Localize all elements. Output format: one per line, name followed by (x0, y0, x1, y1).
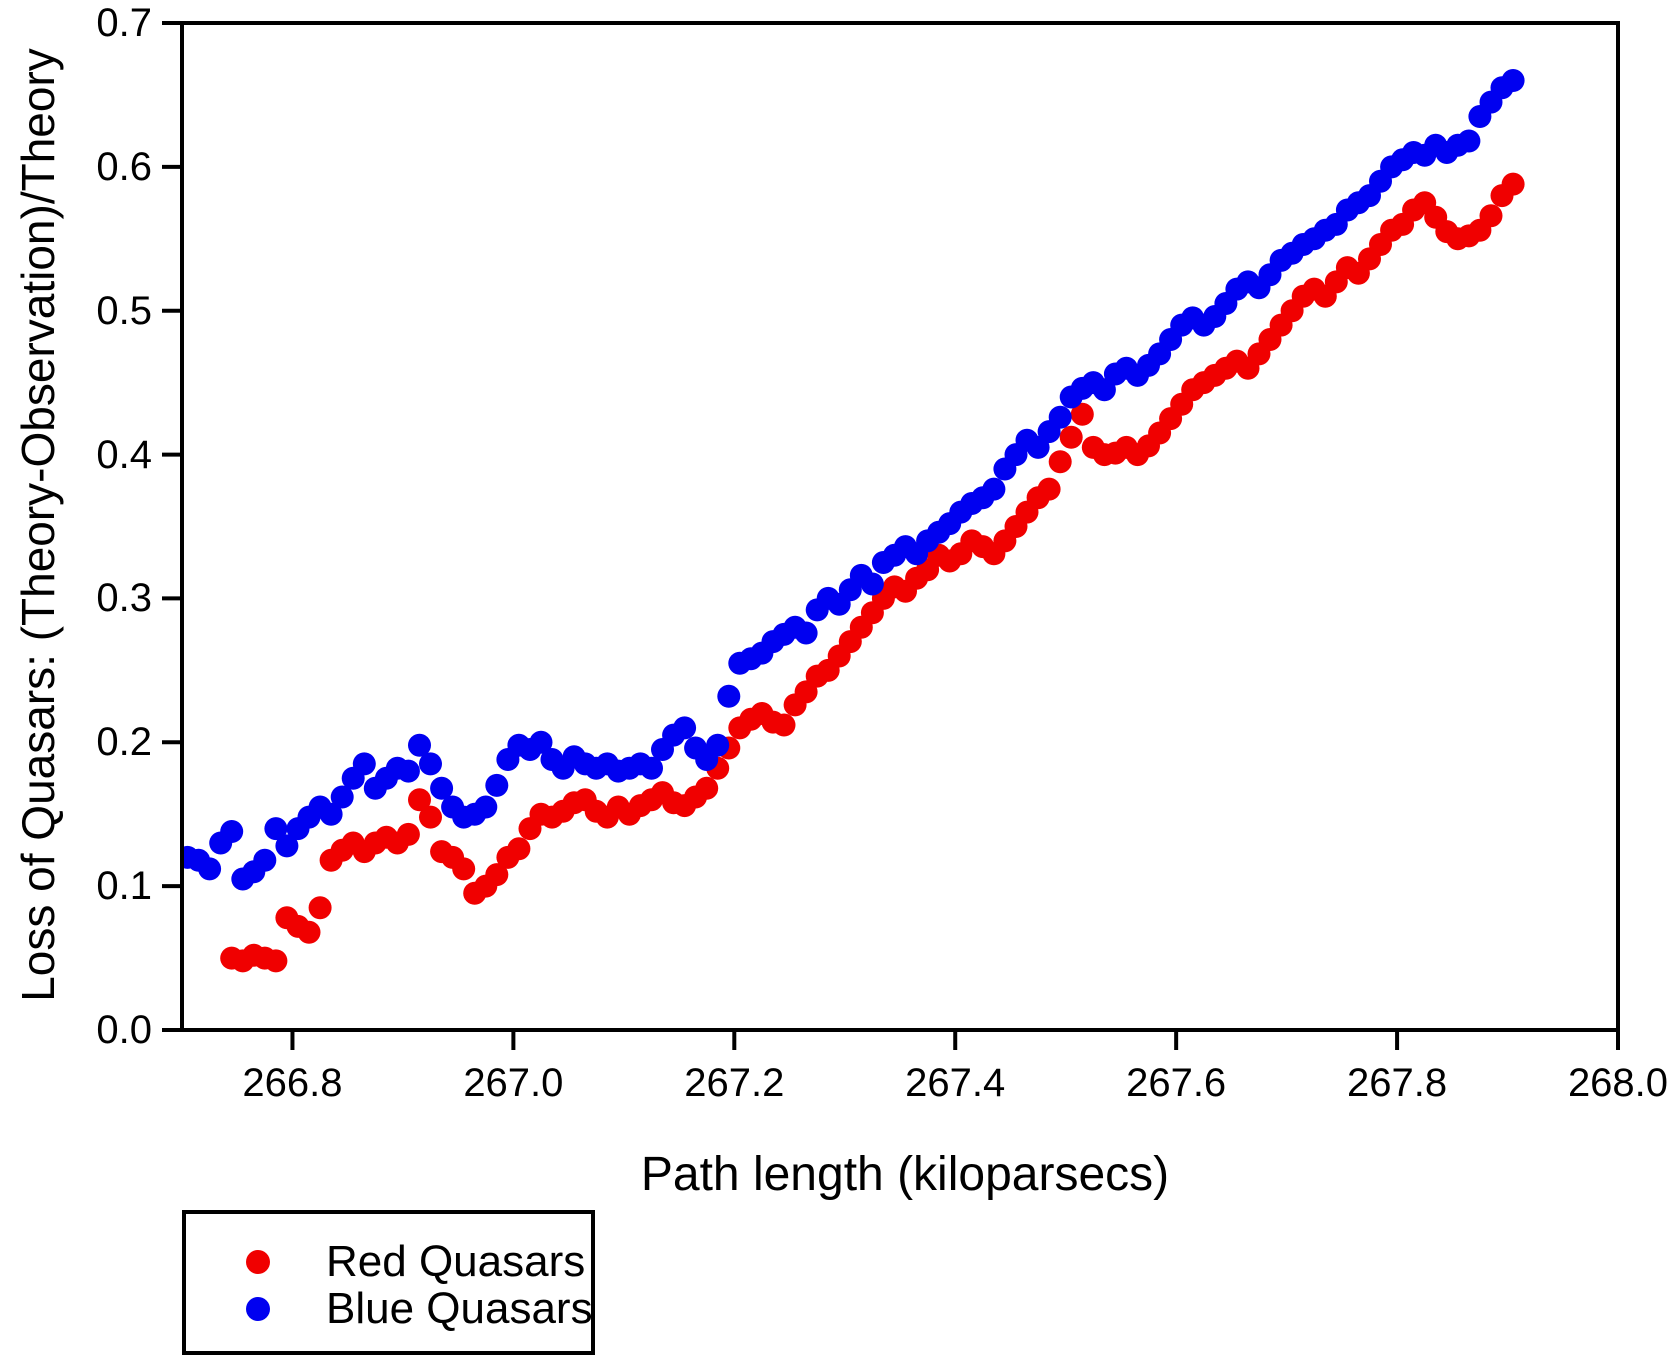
scatter-point (772, 713, 796, 737)
x-tick-label: 267.6 (1126, 1061, 1227, 1105)
scatter-point (695, 776, 719, 800)
scatter-point (794, 621, 818, 645)
scatter-point (1501, 172, 1525, 196)
scatter-point (352, 752, 376, 776)
scatter-point (319, 802, 343, 826)
blue-dot-marker-icon (246, 1297, 270, 1321)
data-points-layer (182, 69, 1525, 973)
scatter-point (717, 684, 741, 708)
y-axis-title: Loss of Quasars: (Theory-Observation)/Th… (12, 48, 64, 1002)
y-tick-label: 0.0 (96, 1008, 152, 1052)
red-dot-marker-icon (246, 1250, 270, 1274)
y-tick-label: 0.5 (96, 288, 152, 333)
scatter-point (1070, 402, 1094, 426)
scatter-point (419, 805, 442, 829)
scatter-point (1048, 405, 1072, 429)
x-tick-label: 267.2 (684, 1061, 785, 1105)
scatter-point (1059, 425, 1083, 449)
scatter-point (860, 572, 884, 596)
y-tick-label: 0.2 (96, 720, 152, 765)
scatter-point (507, 837, 531, 861)
legend: Red Quasars Blue Quasars (182, 1210, 595, 1355)
scatter-point (706, 733, 730, 757)
scatter-point (264, 817, 288, 841)
x-tick-label: 267.4 (905, 1061, 1006, 1105)
y-tick-label: 0.7 (96, 1, 152, 45)
scatter-point (529, 730, 553, 754)
scatter-point (485, 863, 509, 887)
scatter-point (982, 477, 1006, 501)
scatter-point (408, 733, 431, 757)
scatter-point (275, 834, 299, 858)
x-tick-label: 268.0 (1567, 1061, 1669, 1105)
scatter-point (408, 788, 431, 812)
y-tick-label: 0.1 (96, 864, 152, 909)
scatter-point (673, 716, 697, 740)
scatter-point (396, 759, 420, 783)
x-tick-label: 266.8 (242, 1061, 343, 1105)
scatter-point (1479, 204, 1503, 228)
y-tick-label: 0.6 (96, 144, 152, 189)
scatter-point (308, 896, 332, 920)
legend-label-blue-quasars: Blue Quasars (326, 1284, 593, 1333)
x-tick-label: 267.0 (463, 1061, 564, 1105)
scatter-point (330, 785, 354, 809)
scatter-point (485, 773, 509, 797)
scatter-point (1048, 450, 1072, 474)
y-tick-label: 0.4 (96, 432, 152, 477)
scatter-point (220, 820, 244, 843)
y-tick-label: 0.3 (96, 576, 152, 621)
scatter-point (396, 822, 420, 846)
x-tick-label: 267.8 (1347, 1061, 1448, 1105)
scatter-point (198, 857, 222, 881)
scatter-point (474, 795, 498, 819)
scatter-point (1457, 129, 1481, 153)
scatter-point (297, 920, 321, 944)
scatter-point (430, 776, 454, 800)
scatter-point (1037, 477, 1061, 501)
scatter-point (264, 949, 288, 973)
legend-label-red-quasars: Red Quasars (326, 1237, 586, 1286)
scatter-point (253, 848, 277, 872)
scatter-point (452, 857, 476, 881)
axes-frame (180, 21, 1620, 1032)
scatter-point (1501, 69, 1525, 92)
scatter-point (419, 752, 442, 776)
scatter-point (640, 756, 663, 780)
x-axis-title: Path length (kiloparsecs) (640, 1148, 1170, 1201)
